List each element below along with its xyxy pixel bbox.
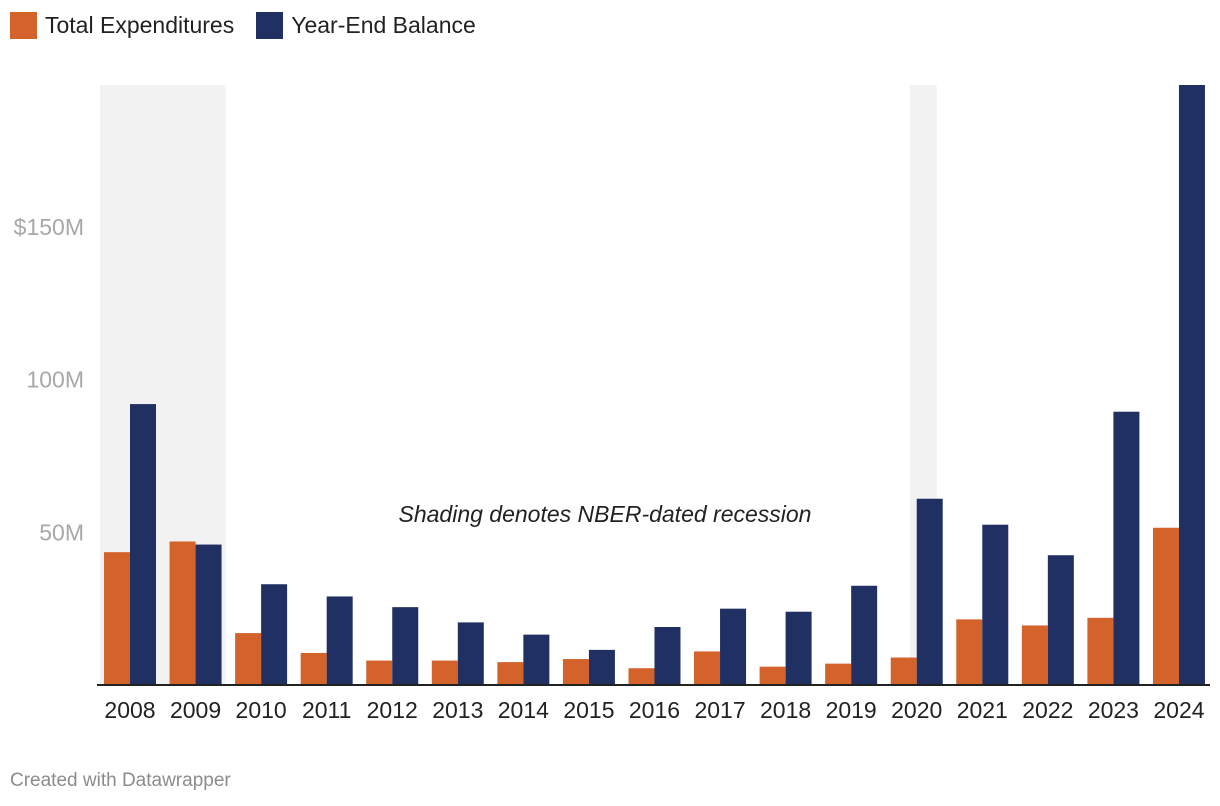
legend-swatch-year-end-balance <box>256 12 284 39</box>
x-tick-label-2015: 2015 <box>563 697 614 723</box>
x-tick-label-2012: 2012 <box>367 697 418 723</box>
legend-item-total-expenditures: Total Expenditures <box>10 12 234 39</box>
x-tick-label-2010: 2010 <box>236 697 287 723</box>
bar-total-expenditures-2022 <box>1021 625 1048 685</box>
bar-year-end-balance-2015 <box>588 649 615 685</box>
bar-total-expenditures-2010 <box>235 633 262 685</box>
bar-year-end-balance-2009 <box>195 544 222 685</box>
bar-total-expenditures-2011 <box>300 652 327 685</box>
x-tick-labels: 2008 2009 2010 2011 2012 2013 2014 2015 2016 2017… <box>104 697 1204 723</box>
bar-year-end-balance-2013 <box>457 622 484 685</box>
legend-label-year-end-balance: Year-End Balance <box>291 12 476 38</box>
x-tick-label-2011: 2011 <box>302 697 351 723</box>
legend-swatch-total-expenditures <box>10 12 37 39</box>
x-tick-label-2016: 2016 <box>629 697 680 723</box>
bar-total-expenditures-2016 <box>628 668 655 685</box>
bar-year-end-balance-2024 <box>1178 85 1205 685</box>
bar-total-expenditures-2021 <box>956 619 983 685</box>
x-tick-label-2022: 2022 <box>1022 697 1073 723</box>
x-tick-label-2017: 2017 <box>694 697 745 723</box>
bar-year-end-balance-2012 <box>392 607 419 685</box>
legend-item-year-end-balance: Year-End Balance <box>256 12 476 39</box>
footer-credit: Created with Datawrapper <box>10 770 231 791</box>
x-tick-label-2014: 2014 <box>498 697 549 723</box>
bar-total-expenditures-2014 <box>497 662 524 685</box>
legend: Total Expenditures Year-End Balance <box>10 12 476 39</box>
bar-year-end-balance-2019 <box>851 585 878 685</box>
recession-annotation: Shading denotes NBER-dated recession <box>399 501 812 527</box>
x-tick-label-2024: 2024 <box>1153 697 1204 723</box>
bar-total-expenditures-2012 <box>366 660 393 685</box>
y-tick-labels: 50M 100M $150M <box>14 214 84 545</box>
bar-total-expenditures-2019 <box>825 663 852 685</box>
bar-total-expenditures-2015 <box>562 659 589 685</box>
bars <box>104 85 1205 685</box>
bar-year-end-balance-2010 <box>261 584 288 685</box>
bar-year-end-balance-2020 <box>916 498 943 685</box>
bar-year-end-balance-2023 <box>1113 411 1140 685</box>
bar-total-expenditures-2018 <box>759 666 786 685</box>
bar-year-end-balance-2021 <box>982 524 1009 685</box>
y-tick-label-50: 50M <box>39 519 84 545</box>
bar-total-expenditures-2023 <box>1087 617 1114 685</box>
bar-year-end-balance-2022 <box>1047 555 1074 685</box>
bar-year-end-balance-2014 <box>523 634 550 685</box>
bar-year-end-balance-2017 <box>720 608 747 685</box>
bar-total-expenditures-2020 <box>890 657 917 685</box>
x-tick-label-2013: 2013 <box>432 697 483 723</box>
bar-total-expenditures-2008 <box>104 552 130 685</box>
x-tick-label-2018: 2018 <box>760 697 811 723</box>
x-tick-label-2020: 2020 <box>891 697 942 723</box>
bar-year-end-balance-2018 <box>785 611 812 685</box>
bar-year-end-balance-2008 <box>130 404 156 685</box>
recession-shading <box>100 85 937 685</box>
x-tick-label-2009: 2009 <box>170 697 221 723</box>
legend-label-total-expenditures: Total Expenditures <box>45 12 235 38</box>
x-tick-label-2023: 2023 <box>1088 697 1139 723</box>
bar-year-end-balance-2011 <box>326 596 353 685</box>
bar-year-end-balance-2016 <box>654 626 681 685</box>
x-tick-label-2008: 2008 <box>104 697 155 723</box>
bar-total-expenditures-2013 <box>431 660 458 685</box>
bar-total-expenditures-2009 <box>169 541 196 685</box>
y-tick-label-150: $150M <box>14 214 84 240</box>
x-tick-label-2021: 2021 <box>957 697 1008 723</box>
bar-total-expenditures-2024 <box>1152 527 1179 685</box>
x-tick-label-2019: 2019 <box>826 697 877 723</box>
y-tick-label-100: 100M <box>26 367 84 393</box>
bar-total-expenditures-2017 <box>694 651 721 685</box>
